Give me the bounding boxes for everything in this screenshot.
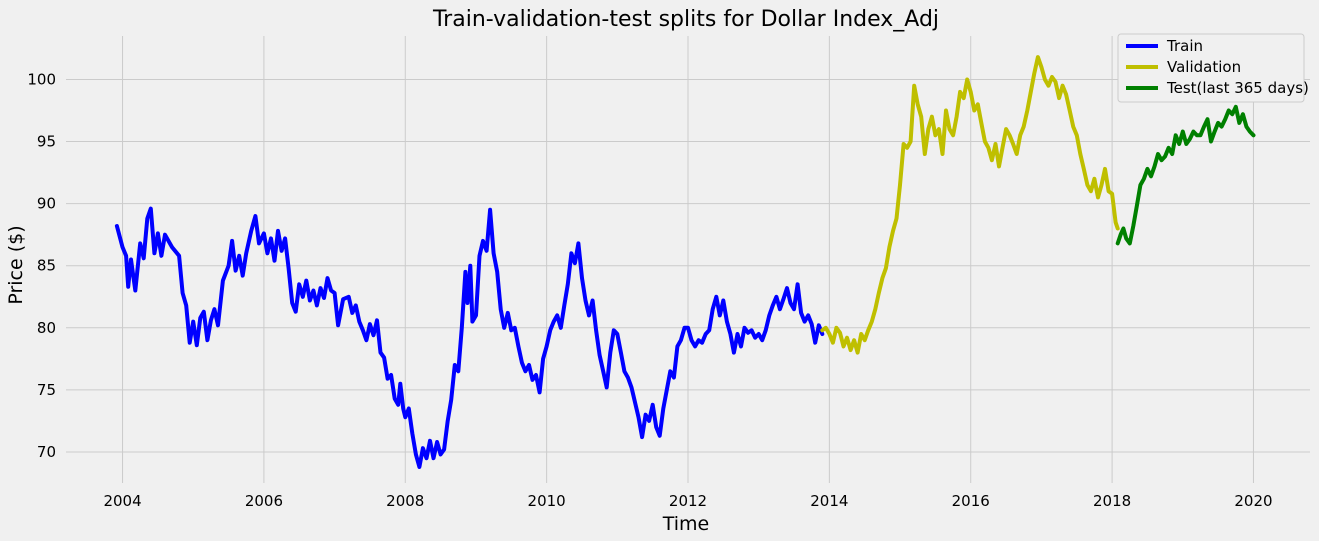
legend-label-validation: Validation	[1167, 58, 1241, 76]
x-tick-label: 2016	[952, 492, 990, 510]
grid	[66, 36, 1310, 483]
x-tick-label: 2004	[103, 492, 141, 510]
x-tick-label: 2012	[669, 492, 707, 510]
x-tick-label: 2006	[245, 492, 283, 510]
legend-label-train: Train	[1166, 37, 1203, 55]
legend-frame	[1117, 33, 1305, 103]
legend: Train Validation Test(last 365 days)	[1117, 33, 1309, 103]
y-tick-label: 90	[37, 195, 56, 213]
x-axis-label: Time	[662, 513, 710, 535]
legend-label-test: Test(last 365 days)	[1166, 79, 1309, 97]
y-tick-label: 100	[27, 70, 56, 88]
x-tick-label: 2020	[1234, 492, 1272, 510]
y-tick-label: 70	[37, 443, 56, 461]
series-line-train	[114, 206, 825, 469]
y-tick-label: 80	[37, 319, 56, 337]
x-axis-ticks: 2004 2006 2008 2010 2012 2014 2016 2018 2020	[103, 492, 1272, 510]
x-tick-label: 2008	[386, 492, 424, 510]
x-tick-label: 2010	[528, 492, 566, 510]
y-tick-label: 75	[37, 381, 56, 399]
y-axis-ticks: 70 75 80 85 90 95 100	[27, 70, 56, 461]
y-axis-label: Price ($)	[5, 225, 27, 304]
chart-title: Train-validation-test splits for Dollar …	[432, 7, 939, 32]
series-line-validation	[820, 55, 1120, 355]
series-lines	[114, 55, 1256, 469]
series-line-test-last-365-days	[1115, 104, 1256, 246]
y-tick-label: 95	[37, 133, 56, 151]
x-tick-label: 2018	[1093, 492, 1131, 510]
y-tick-label: 85	[37, 257, 56, 275]
x-tick-label: 2014	[810, 492, 848, 510]
